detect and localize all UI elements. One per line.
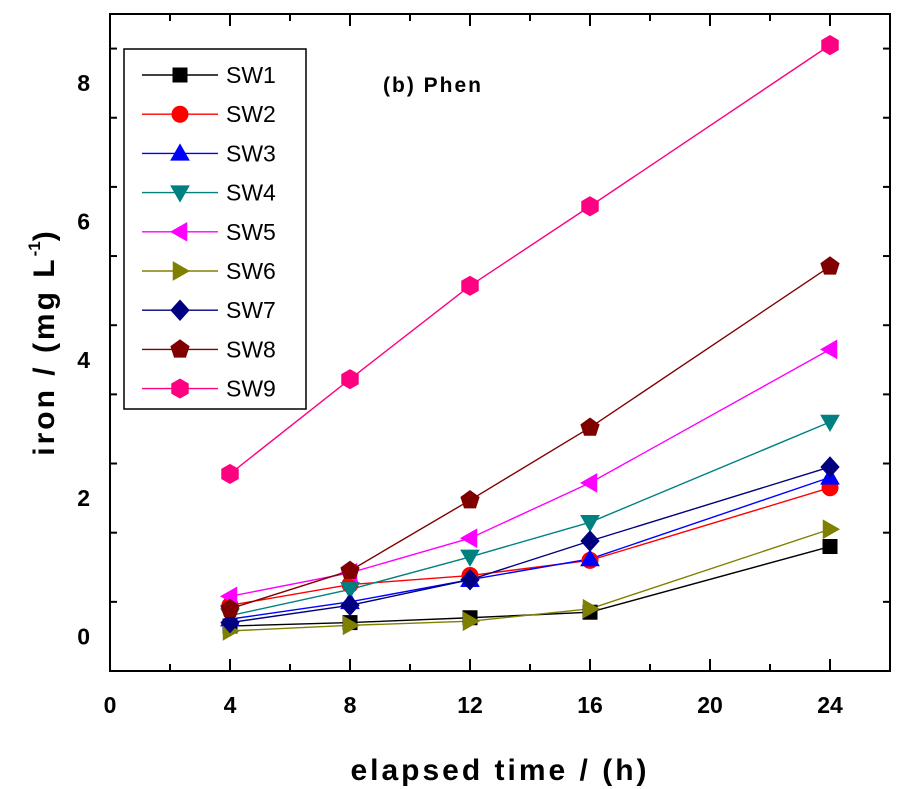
y-tick-label: 2 [77,485,90,511]
data-point-sw7 [460,568,480,591]
legend-label-sw5: SW5 [226,219,276,245]
data-point-sw8 [220,598,240,617]
legend-label-sw6: SW6 [226,258,276,284]
series-line-sw4 [229,421,831,617]
data-point-sw9 [341,369,359,390]
legend-marker-sw7 [170,299,190,321]
data-point-sw5 [819,339,838,360]
data-point-sw3 [580,548,600,567]
data-point-sw5 [579,473,598,493]
data-point-sw8 [580,417,600,436]
data-point-sw6 [342,615,361,636]
legend-label-sw1: SW1 [226,62,276,88]
legend-label-sw7: SW7 [226,297,276,323]
legend-marker-sw1 [172,67,188,83]
x-tick-label: 4 [224,692,237,718]
legend-marker-sw6 [172,261,191,281]
legend-label-sw3: SW3 [226,140,276,166]
legend-label-sw2: SW2 [226,101,276,127]
data-point-sw9 [461,275,479,296]
data-point-sw9 [221,463,239,484]
legend-label-sw8: SW8 [226,336,276,362]
legend-box [123,48,307,410]
legend-label-sw4: SW4 [226,180,276,206]
series-line-sw3 [229,476,831,620]
y-tick-label: 0 [77,623,90,649]
data-point-sw7 [580,530,600,552]
data-point-sw7 [340,594,360,617]
series-line-sw2 [229,487,831,606]
x-tick-label: 16 [577,692,603,718]
data-point-sw6 [462,611,481,632]
y-tick-label: 8 [77,70,90,96]
y-tick-label: 6 [77,208,90,234]
series-lines [229,44,831,632]
legend-marker-sw3 [170,143,190,161]
plot-frame [109,13,891,672]
y-axis-title-sup: -1 [25,241,44,256]
data-point-sw1 [822,539,838,555]
data-point-sw7 [220,611,240,634]
data-point-sw9 [821,35,839,56]
y-axis-title-main: iron / (mg L [28,256,61,455]
series-line-sw9 [229,44,831,475]
data-point-sw4 [580,515,600,533]
x-tick-label: 24 [817,692,843,718]
series-line-sw7 [229,466,831,624]
data-point-sw5 [459,528,478,549]
data-point-sw4 [820,414,840,433]
data-point-sw8 [460,490,480,509]
legend-marker-sw9 [171,378,189,399]
data-point-sw8 [820,256,840,275]
series-line-sw8 [229,265,831,610]
data-point-sw6 [582,598,601,619]
data-point-sw7 [820,456,840,478]
x-tick-label: 20 [697,692,723,718]
data-point-sw4 [340,582,360,600]
data-point-sw4 [460,549,480,567]
chart-annotation: (b) Phen [383,74,483,97]
data-point-sw6 [822,519,841,540]
legend-marker-sw2 [171,105,189,123]
x-axis-title: elapsed time / (h) [350,754,649,787]
data-point-sw8 [340,560,360,579]
x-tick-label: 12 [457,692,483,718]
legend-marker-sw8 [170,339,190,358]
legend-marker-sw4 [170,185,190,203]
y-axis-title-close: ) [28,228,61,241]
legend-label-sw9: SW9 [226,376,276,402]
x-tick-label: 8 [344,692,357,718]
legend-marker-sw5 [169,221,188,242]
data-point-sw9 [581,196,599,217]
y-tick-label: 4 [77,347,90,373]
legend: SW1 SW2 SW3 SW4 SW5 SW6 SW7 SW8 SW9 [142,62,276,402]
y-axis-title: iron / (mg L-1) [25,228,61,455]
series-markers [219,35,841,641]
x-tick-label: 0 [104,692,117,718]
